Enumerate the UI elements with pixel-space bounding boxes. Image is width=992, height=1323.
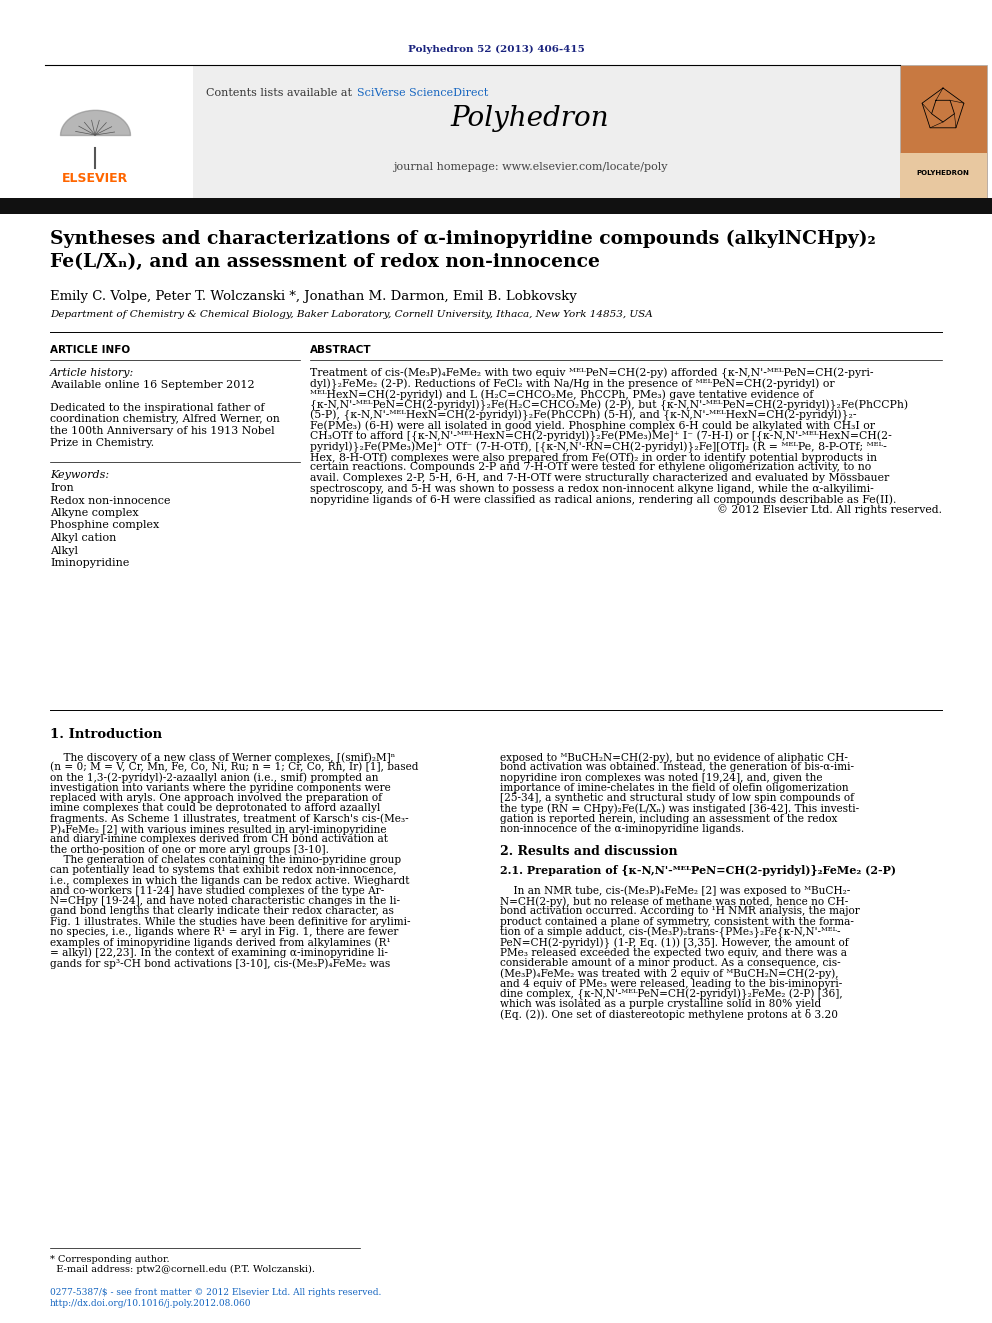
Text: avail. Complexes 2-P, 5-H, 6-H, and 7-H-OTf were structurally characterized and : avail. Complexes 2-P, 5-H, 6-H, and 7-H-…	[310, 474, 889, 483]
Bar	[900, 153, 987, 198]
Text: Article history:: Article history:	[50, 368, 134, 378]
Text: spectroscopy, and 5-H was shown to possess a redox non-innocent alkyne ligand, w: spectroscopy, and 5-H was shown to posse…	[310, 483, 874, 493]
Text: examples of iminopyridine ligands derived from alkylamines (R¹: examples of iminopyridine ligands derive…	[50, 938, 391, 949]
Text: the ortho-position of one or more aryl groups [3-10].: the ortho-position of one or more aryl g…	[50, 844, 329, 855]
Text: considerable amount of a minor product. As a consequence, cis-: considerable amount of a minor product. …	[500, 958, 840, 968]
Text: N=CH(2-py), but no release of methane was noted, hence no CH-: N=CH(2-py), but no release of methane wa…	[500, 896, 848, 906]
Text: product contained a plane of symmetry, consistent with the forma-: product contained a plane of symmetry, c…	[500, 917, 854, 927]
Text: * Corresponding author.: * Corresponding author.	[50, 1256, 170, 1263]
Text: the type (RN = CHpy)₂Fe(L/Xₙ) was instigated [36-42]. This investi-: the type (RN = CHpy)₂Fe(L/Xₙ) was instig…	[500, 803, 859, 814]
Text: investigation into variants where the pyridine components were: investigation into variants where the py…	[50, 783, 391, 792]
Text: Redox non-innocence: Redox non-innocence	[50, 496, 171, 505]
Text: SciVerse ScienceDirect: SciVerse ScienceDirect	[357, 89, 488, 98]
Text: (5-P), {κ-N,N'-ᴹᴱᴸHexN=CH(2-pyridyl)}₂Fe(PhCCPh) (5-H), and {κ-N,N'-ᴹᴱᴸHexN=CH(2: (5-P), {κ-N,N'-ᴹᴱᴸHexN=CH(2-pyridyl)}₂Fe…	[310, 410, 856, 421]
Text: coordination chemistry, Alfred Werner, on: coordination chemistry, Alfred Werner, o…	[50, 414, 280, 425]
Text: tion of a simple adduct, cis-(Me₃P)₂trans-{PMe₃}₂Fe{κ-N,N'-ᴹᴱᴸ-: tion of a simple adduct, cis-(Me₃P)₂tran…	[500, 927, 840, 938]
Text: Alkyl cation: Alkyl cation	[50, 533, 116, 542]
Text: P)₄FeMe₂ [2] with various imines resulted in aryl-iminopyridine: P)₄FeMe₂ [2] with various imines resulte…	[50, 824, 387, 835]
Text: Alkyne complex: Alkyne complex	[50, 508, 139, 519]
Text: dyl)}₂FeMe₂ (2-P). Reductions of FeCl₂ with Na/Hg in the presence of ᴹᴱᴸPeN=CH(2: dyl)}₂FeMe₂ (2-P). Reductions of FeCl₂ w…	[310, 378, 834, 390]
Text: on the 1,3-(2-pyridyl)-2-azaallyl anion (i.e., smif) prompted an: on the 1,3-(2-pyridyl)-2-azaallyl anion …	[50, 773, 379, 783]
Text: 2. Results and discussion: 2. Results and discussion	[500, 844, 678, 857]
Text: 1. Introduction: 1. Introduction	[50, 728, 162, 741]
Text: 0277-5387/$ - see front matter © 2012 Elsevier Ltd. All rights reserved.: 0277-5387/$ - see front matter © 2012 El…	[50, 1289, 381, 1297]
Text: exposed to ᴹBuCH₂N=CH(2-py), but no evidence of aliphatic CH-: exposed to ᴹBuCH₂N=CH(2-py), but no evid…	[500, 751, 848, 762]
Text: no species, i.e., ligands where R¹ = aryl in Fig. 1, there are fewer: no species, i.e., ligands where R¹ = ary…	[50, 927, 399, 937]
Text: Emily C. Volpe, Peter T. Wolczanski *, Jonathan M. Darmon, Emil B. Lobkovsky: Emily C. Volpe, Peter T. Wolczanski *, J…	[50, 290, 577, 303]
Text: N=CHpy [19-24], and have noted characteristic changes in the li-: N=CHpy [19-24], and have noted character…	[50, 896, 400, 906]
Text: gands for sp³-CH bond activations [3-10], cis-(Me₃P)₄FeMe₂ was: gands for sp³-CH bond activations [3-10]…	[50, 958, 390, 968]
Text: Department of Chemistry & Chemical Biology, Baker Laboratory, Cornell University: Department of Chemistry & Chemical Biolo…	[50, 310, 653, 319]
Text: journal homepage: www.elsevier.com/locate/poly: journal homepage: www.elsevier.com/locat…	[393, 161, 668, 172]
Bar	[45, 65, 193, 198]
Text: Syntheses and characterizations of α-iminopyridine compounds (alkylNCHpy)₂: Syntheses and characterizations of α-imi…	[50, 230, 876, 249]
Text: Phosphine complex: Phosphine complex	[50, 520, 160, 531]
Text: CH₃OTf to afford [{κ-N,N'-ᴹᴱᴸHexN=CH(2-pyridyl)}₂Fe(PMe₃)Me]⁺ I⁻ (7-H-I) or [{κ-: CH₃OTf to afford [{κ-N,N'-ᴹᴱᴸHexN=CH(2-p…	[310, 431, 892, 442]
Text: Hex, 8-H-OTf) complexes were also prepared from Fe(OTf)₂ in order to identify po: Hex, 8-H-OTf) complexes were also prepar…	[310, 452, 877, 463]
Text: can potentially lead to systems that exhibit redox non-innocence,: can potentially lead to systems that exh…	[50, 865, 397, 876]
Text: and 4 equiv of PMe₃ were released, leading to the bis-iminopyri-: and 4 equiv of PMe₃ were released, leadi…	[500, 979, 842, 988]
Text: which was isolated as a purple crystalline solid in 80% yield: which was isolated as a purple crystalli…	[500, 999, 821, 1009]
Text: Fe(PMe₃) (6-H) were all isolated in good yield. Phosphine complex 6-H could be a: Fe(PMe₃) (6-H) were all isolated in good…	[310, 421, 875, 431]
Text: = alkyl) [22,23]. In the context of examining α-iminopyridine li-: = alkyl) [22,23]. In the context of exam…	[50, 947, 388, 958]
Text: nopyridine iron complexes was noted [19,24], and, given the: nopyridine iron complexes was noted [19,…	[500, 773, 822, 783]
Text: Treatment of cis-(Me₃P)₄FeMe₂ with two equiv ᴹᴱᴸPeN=CH(2-py) afforded {κ-N,N'-ᴹᴱ: Treatment of cis-(Me₃P)₄FeMe₂ with two e…	[310, 368, 874, 380]
Text: dine complex, {κ-N,N'-ᴹᴱᴸPeN=CH(2-pyridyl)}₂FeMe₂ (2-P) [36],: dine complex, {κ-N,N'-ᴹᴱᴸPeN=CH(2-pyridy…	[500, 988, 842, 1000]
Text: Dedicated to the inspirational father of: Dedicated to the inspirational father of	[50, 404, 265, 413]
Text: Iron: Iron	[50, 483, 73, 493]
Text: certain reactions. Compounds 2-P and 7-H-OTf were tested for ethylene oligomeriz: certain reactions. Compounds 2-P and 7-H…	[310, 463, 871, 472]
Text: Available online 16 September 2012: Available online 16 September 2012	[50, 380, 255, 390]
Text: nopyridine ligands of 6-H were classified as radical anions, rendering all compo: nopyridine ligands of 6-H were classifie…	[310, 493, 897, 504]
Text: PeN=CH(2-pyridyl)} (1-P, Eq. (1)) [3,35]. However, the amount of: PeN=CH(2-pyridyl)} (1-P, Eq. (1)) [3,35]…	[500, 938, 848, 949]
Text: and co-workers [11-24] have studied complexes of the type Ar-: and co-workers [11-24] have studied comp…	[50, 886, 384, 896]
Text: © 2012 Elsevier Ltd. All rights reserved.: © 2012 Elsevier Ltd. All rights reserved…	[717, 504, 942, 515]
Text: pyridyl)}₂Fe(PMe₃)Me]⁺ OTf⁻ (7-H-OTf), [{κ-N,N'-RN=CH(2-pyridyl)}₂Fe][OTf]₂ (R =: pyridyl)}₂Fe(PMe₃)Me]⁺ OTf⁻ (7-H-OTf), […	[310, 442, 887, 452]
Text: Iminopyridine: Iminopyridine	[50, 558, 129, 568]
Text: The generation of chelates containing the imino-pyridine group: The generation of chelates containing th…	[50, 855, 401, 865]
Text: ᴹᴱᴸHexN=CH(2-pyridyl) and L (H₂C=CHCO₂Me, PhCCPh, PMe₃) gave tentative evidence : ᴹᴱᴸHexN=CH(2-pyridyl) and L (H₂C=CHCO₂Me…	[310, 389, 813, 400]
Text: the 100th Anniversary of his 1913 Nobel: the 100th Anniversary of his 1913 Nobel	[50, 426, 275, 437]
Text: (n = 0; M = V, Cr, Mn, Fe, Co, Ni, Ru; n = 1; Cr, Co, Rh, Ir) [1], based: (n = 0; M = V, Cr, Mn, Fe, Co, Ni, Ru; n…	[50, 762, 419, 773]
Text: fragments. As Scheme 1 illustrates, treatment of Karsch's cis-(Me₃-: fragments. As Scheme 1 illustrates, trea…	[50, 814, 409, 824]
Text: importance of imine-chelates in the field of olefin oligomerization: importance of imine-chelates in the fiel…	[500, 783, 848, 792]
Bar	[0, 198, 992, 214]
Text: gand bond lengths that clearly indicate their redox character, as: gand bond lengths that clearly indicate …	[50, 906, 394, 917]
Text: POLYHEDRON: POLYHEDRON	[917, 169, 969, 176]
Text: Polyhedron 52 (2013) 406-415: Polyhedron 52 (2013) 406-415	[408, 45, 584, 54]
Text: and diaryl-imine complexes derived from CH bond activation at: and diaryl-imine complexes derived from …	[50, 835, 388, 844]
Text: {κ-N,N'-ᴹᴱᴸPeN=CH(2-pyridyl)}₂Fe(H₂C=CHCO₂Me) (2-P), but {κ-N,N'-ᴹᴱᴸPeN=CH(2-pyr: {κ-N,N'-ᴹᴱᴸPeN=CH(2-pyridyl)}₂Fe(H₂C=CHC…	[310, 400, 908, 411]
Text: http://dx.doi.org/10.1016/j.poly.2012.08.060: http://dx.doi.org/10.1016/j.poly.2012.08…	[50, 1299, 252, 1308]
Text: E-mail address: ptw2@cornell.edu (P.T. Wolczanski).: E-mail address: ptw2@cornell.edu (P.T. W…	[50, 1265, 315, 1274]
Text: [25-34], a synthetic and structural study of low spin compounds of: [25-34], a synthetic and structural stud…	[500, 794, 854, 803]
Text: imine complexes that could be deprotonated to afford azaallyl: imine complexes that could be deprotonat…	[50, 803, 380, 814]
Text: Prize in Chemistry.: Prize in Chemistry.	[50, 438, 154, 447]
Text: Keywords:: Keywords:	[50, 470, 109, 480]
Text: (Me₃P)₄FeMe₂ was treated with 2 equiv of ᴹBuCH₂N=CH(2-py),: (Me₃P)₄FeMe₂ was treated with 2 equiv of…	[500, 968, 838, 979]
Text: gation is reported herein, including an assessment of the redox: gation is reported herein, including an …	[500, 814, 837, 824]
Text: bond activation was obtained. Instead, the generation of bis-α-imi-: bond activation was obtained. Instead, t…	[500, 762, 854, 773]
Text: i.e., complexes in which the ligands can be redox active. Wieghardt: i.e., complexes in which the ligands can…	[50, 876, 410, 885]
Text: Fig. 1 illustrates. While the studies have been definitive for arylimi-: Fig. 1 illustrates. While the studies ha…	[50, 917, 411, 927]
Text: Polyhedron: Polyhedron	[450, 105, 609, 132]
Text: The discovery of a new class of Werner complexes, [(smif)₂M]ⁿ: The discovery of a new class of Werner c…	[50, 751, 395, 762]
Text: ABSTRACT: ABSTRACT	[310, 345, 372, 355]
Text: Fe(L/Xₙ), and an assessment of redox non-innocence: Fe(L/Xₙ), and an assessment of redox non…	[50, 253, 600, 271]
Text: bond activation occurred. According to ¹H NMR analysis, the major: bond activation occurred. According to ¹…	[500, 906, 860, 917]
Text: Alkyl: Alkyl	[50, 545, 78, 556]
Text: ELSEVIER: ELSEVIER	[62, 172, 128, 185]
Text: (Eq. (2)). One set of diastereotopic methylene protons at δ 3.20: (Eq. (2)). One set of diastereotopic met…	[500, 1009, 838, 1020]
Bar	[900, 65, 987, 198]
Text: 2.1. Preparation of {κ-N,N'-ᴹᴱᴸPeN=CH(2-pyridyl)}₂FeMe₂ (2-P): 2.1. Preparation of {κ-N,N'-ᴹᴱᴸPeN=CH(2-…	[500, 865, 896, 876]
Text: Contents lists available at: Contents lists available at	[205, 89, 355, 98]
Bar	[45, 65, 900, 198]
Text: PMe₃ released exceeded the expected two equiv, and there was a: PMe₃ released exceeded the expected two …	[500, 947, 847, 958]
Text: non-innocence of the α-iminopyridine ligands.: non-innocence of the α-iminopyridine lig…	[500, 824, 744, 833]
Text: ARTICLE INFO: ARTICLE INFO	[50, 345, 130, 355]
Text: In an NMR tube, cis-(Me₃P)₄FeMe₂ [2] was exposed to ᴹBuCH₂-: In an NMR tube, cis-(Me₃P)₄FeMe₂ [2] was…	[500, 886, 850, 897]
Text: replaced with aryls. One approach involved the preparation of: replaced with aryls. One approach involv…	[50, 794, 382, 803]
